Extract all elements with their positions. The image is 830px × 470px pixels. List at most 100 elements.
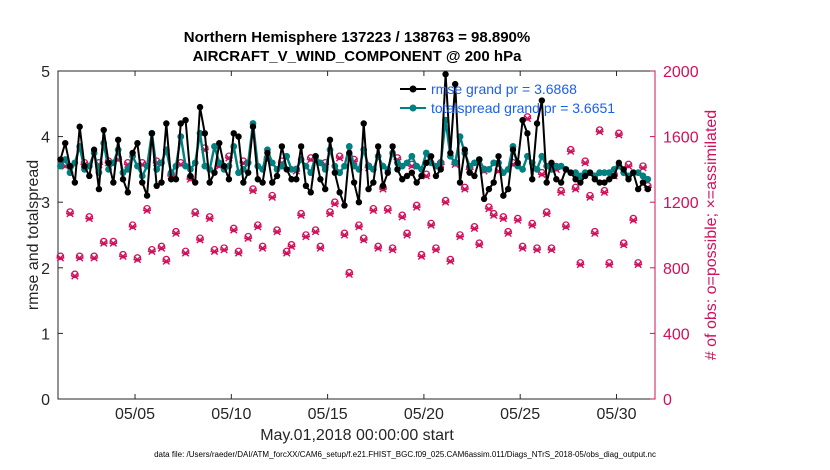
y-right-tick-label: 400	[663, 326, 690, 343]
obs-possible-point	[119, 250, 127, 259]
obs-assimilated-point	[388, 246, 397, 254]
obs-assimilated-point	[499, 214, 508, 223]
obs-assimilated-point	[56, 254, 65, 262]
obs-possible-point	[268, 191, 277, 200]
rmse-point	[538, 97, 546, 104]
obs-possible-point	[331, 198, 339, 207]
obs-possible-point	[282, 247, 291, 256]
obs-possible-point	[75, 252, 84, 261]
obs-assimilated-point	[566, 147, 575, 156]
rmse-point	[322, 185, 329, 193]
obs-possible-point	[355, 221, 363, 229]
rmse-point	[577, 179, 584, 186]
obs-assimilated-point	[528, 221, 537, 229]
obs-possible-point	[148, 245, 156, 254]
obs-assimilated-point	[600, 188, 609, 197]
obs-possible-point	[109, 237, 118, 246]
rmse-point	[360, 120, 367, 127]
obs-assimilated-point	[595, 127, 604, 136]
totalspread-point	[268, 159, 276, 167]
obs-assimilated-point	[504, 229, 513, 238]
obs-possible-point	[624, 160, 633, 169]
rmse-point	[427, 153, 435, 160]
y-right-tick-label: 800	[663, 261, 690, 278]
rmse-point	[235, 133, 242, 140]
obs-possible-point	[172, 227, 180, 236]
rmse-point	[466, 169, 473, 176]
rmse-point	[134, 139, 141, 147]
rmse-point	[495, 153, 502, 160]
rmse-point	[62, 139, 69, 147]
obs-possible-point	[273, 226, 281, 234]
x-axis-label: May.01,2018 00:00:00 start	[260, 427, 454, 444]
obs-assimilated-point	[456, 232, 465, 241]
rmse-point	[408, 169, 416, 176]
chart-title: Northern Hemisphere 137223 / 138763 = 98…	[184, 29, 530, 46]
totalspread-point	[403, 159, 411, 167]
obs-assimilated-point	[475, 241, 484, 249]
obs-assimilated-point	[191, 209, 200, 218]
rmse-point	[451, 80, 459, 88]
rmse-point	[504, 185, 512, 193]
totalspread-point	[408, 152, 416, 160]
obs-possible-point	[586, 191, 594, 200]
rmse-point	[283, 166, 290, 173]
obs-possible-point	[615, 129, 623, 138]
rmse-point	[418, 172, 425, 180]
obs-possible-point	[143, 204, 151, 213]
obs-assimilated-point	[345, 270, 354, 279]
rmse-point	[259, 179, 266, 186]
rmse-point	[442, 71, 449, 78]
totalspread-point	[485, 166, 493, 173]
rmse-point	[95, 185, 103, 193]
x-tick-label: 05/20	[404, 406, 444, 423]
rmse-series	[57, 71, 651, 209]
obs-possible-point	[191, 208, 200, 216]
obs-assimilated-point	[335, 154, 344, 162]
rmse-point	[456, 179, 464, 186]
obs-assimilated-point	[75, 254, 84, 262]
rmse-point	[601, 179, 608, 186]
legend-totalspread-label: totalspread grand pr = 3.6651	[431, 100, 615, 116]
obs-assimilated-point	[614, 131, 623, 139]
rmse-point	[389, 143, 396, 150]
obs-possible-point	[518, 242, 527, 251]
totalspread-point	[639, 172, 647, 180]
obs-possible-point	[340, 229, 349, 238]
obs-possible-point	[287, 241, 296, 249]
obs-possible-point	[345, 268, 354, 277]
obs-assimilated-point	[109, 239, 118, 247]
obs-possible-point	[90, 252, 98, 261]
totalspread-point	[634, 169, 642, 177]
obs-assimilated-point	[196, 236, 205, 244]
obs-possible-point	[99, 237, 108, 246]
rmse-point	[293, 176, 300, 183]
obs-assimilated-point	[489, 211, 498, 220]
obs-possible-point	[639, 162, 647, 170]
obs-assimilated-point	[374, 244, 383, 252]
rmse-point	[553, 176, 560, 183]
y-tick-label: 2	[41, 261, 50, 278]
obs-assimilated-point	[330, 200, 339, 208]
y-tick-label: 0	[41, 392, 50, 409]
obs-possible-point	[234, 247, 243, 256]
rmse-point	[529, 176, 536, 183]
obs-assimilated-point	[359, 236, 368, 244]
y-axis-right-label: # of obs: o=possible; ×=assimilated	[703, 110, 720, 360]
totalspread-point	[316, 159, 324, 167]
rmse-point	[379, 182, 387, 189]
rmse-point	[312, 153, 319, 160]
obs-possible-point	[249, 185, 257, 193]
obs-assimilated-point	[229, 226, 238, 234]
obs-assimilated-point	[354, 223, 363, 231]
rmse-point	[394, 166, 401, 173]
rmse-point	[249, 123, 257, 130]
rmse-point	[129, 149, 136, 157]
obs-possible-point	[456, 231, 464, 239]
plot-area	[57, 70, 656, 400]
obs-possible-point	[359, 234, 368, 243]
rmse-point	[490, 179, 497, 186]
totalspread-point	[61, 156, 69, 163]
totalspread-point	[288, 166, 295, 173]
obs-possible-point	[220, 244, 228, 252]
